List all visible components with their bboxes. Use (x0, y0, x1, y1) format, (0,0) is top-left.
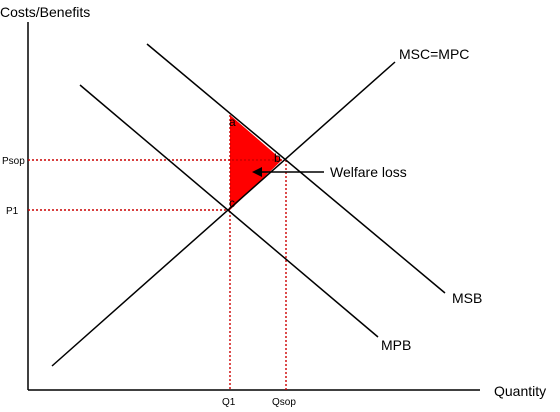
point-b-label: b (274, 151, 281, 165)
q1-tick-label: Q1 (222, 397, 236, 408)
y-axis-label: Costs/Benefits (0, 4, 90, 20)
mpb-label: MPB (381, 337, 411, 353)
msc-mpc-curve (51, 61, 396, 367)
psop-tick-label: Psop (2, 156, 25, 167)
msb-label: MSB (452, 290, 482, 306)
x-axis-label: Quantity (494, 383, 546, 399)
point-c-label: c (229, 196, 235, 210)
msc-mpc-label: MSC=MPC (399, 46, 469, 62)
qsop-tick-label: Qsop (272, 397, 296, 408)
welfare-loss-area (230, 115, 282, 210)
p1-tick-label: P1 (6, 206, 19, 217)
point-a-label: a (229, 115, 236, 129)
welfare-loss-label: Welfare loss (330, 164, 407, 180)
msb-curve (146, 43, 446, 294)
mpb-curve (79, 84, 379, 338)
